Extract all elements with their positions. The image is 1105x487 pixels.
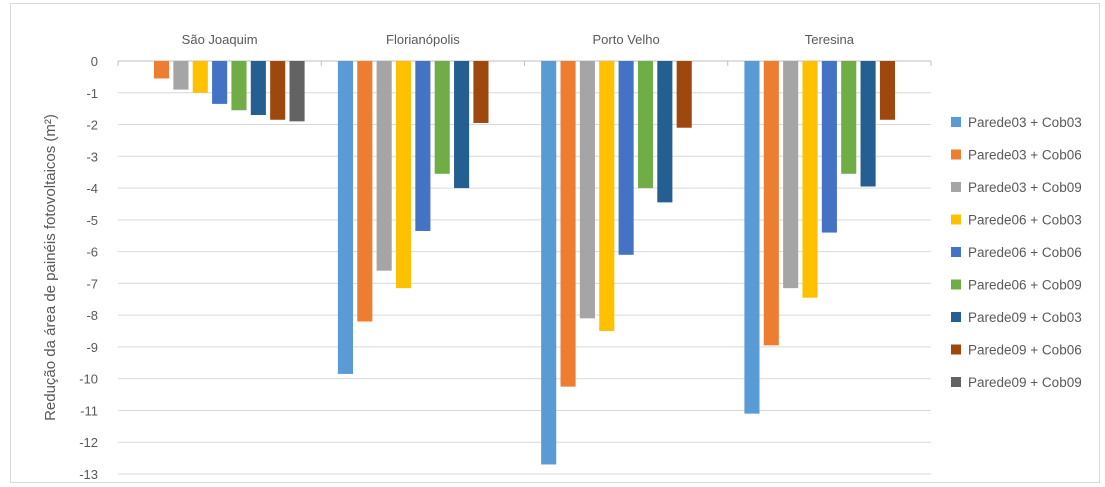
legend-swatch	[951, 214, 961, 225]
bar	[473, 61, 489, 123]
bar	[657, 61, 673, 203]
legend-label: Parede09 + Cob03	[968, 310, 1082, 325]
bar	[270, 61, 286, 120]
legend-label: Parede09 + Cob06	[968, 343, 1082, 358]
bar	[376, 61, 392, 271]
y-tick-label: -9	[86, 340, 98, 355]
y-tick-label: -8	[86, 308, 98, 323]
y-tick-label: -12	[79, 435, 98, 450]
legend-label: Parede06 + Cob03	[968, 213, 1082, 228]
bar	[434, 61, 450, 174]
bar	[599, 61, 615, 332]
bar	[415, 61, 431, 231]
bar	[395, 61, 412, 289]
bar	[841, 61, 857, 174]
legend-label: Parede09 + Cob09	[968, 375, 1082, 390]
bar	[560, 61, 576, 387]
y-tick-label: -2	[86, 118, 98, 133]
y-tick-label: -13	[79, 467, 98, 482]
bar	[357, 61, 373, 322]
y-tick-label: -7	[86, 276, 98, 291]
y-tick-label: -6	[86, 245, 98, 260]
y-tick-label: -11	[80, 403, 98, 418]
category-label: Porto Velho	[593, 32, 660, 47]
bar	[231, 61, 247, 111]
y-tick-label: -4	[86, 181, 98, 196]
bar	[763, 61, 779, 346]
bar	[337, 61, 353, 374]
legend-swatch	[951, 344, 961, 355]
legend-swatch	[951, 117, 961, 127]
legend-swatch	[951, 377, 961, 387]
legend-label: Parede03 + Cob09	[968, 180, 1082, 195]
bar	[879, 61, 895, 120]
bar	[212, 61, 228, 104]
legend-swatch	[951, 149, 961, 160]
y-axis-title: Redução da área de painéis fotovoltaicos…	[42, 114, 59, 421]
bar	[676, 61, 692, 128]
y-tick-label: -5	[86, 213, 98, 228]
legend-swatch	[951, 182, 961, 192]
legend-swatch	[951, 279, 961, 290]
category-label: Teresina	[805, 32, 855, 47]
bar	[860, 61, 876, 187]
category-label: São Joaquim	[182, 32, 258, 47]
y-tick-label: -10	[79, 372, 98, 387]
legend-label: Parede06 + Cob09	[968, 278, 1082, 293]
legend-label: Parede06 + Cob06	[968, 245, 1082, 260]
bar	[541, 61, 557, 465]
chart-area: 0 -1 -2 -3 -4 -5 -6 -7 -8 -9 -10 -11 -12 -13 São Joaqu…	[10, 3, 1100, 483]
bar	[454, 61, 470, 189]
y-tick-label: 0	[91, 54, 98, 69]
bar	[289, 61, 305, 122]
bar	[744, 61, 760, 414]
legend-swatch	[951, 312, 961, 322]
bar	[637, 61, 654, 189]
category-label: Florianópolis	[386, 32, 460, 47]
y-tick-label: -3	[86, 149, 98, 164]
bar	[250, 61, 266, 116]
bar	[579, 61, 595, 319]
bar	[173, 61, 189, 90]
bar	[154, 61, 170, 79]
bar	[821, 61, 837, 233]
bar	[192, 61, 208, 93]
bar	[802, 61, 818, 298]
legend-swatch	[951, 247, 961, 257]
y-tick-label: -1	[86, 86, 98, 101]
bar	[618, 61, 634, 255]
bar-chart: 0 -1 -2 -3 -4 -5 -6 -7 -8 -9 -10 -11 -12 -13 São Joaqu…	[42, 32, 1082, 482]
bar	[783, 61, 799, 289]
legend-label: Parede03 + Cob03	[968, 115, 1082, 130]
legend-label: Parede03 + Cob06	[968, 148, 1082, 163]
